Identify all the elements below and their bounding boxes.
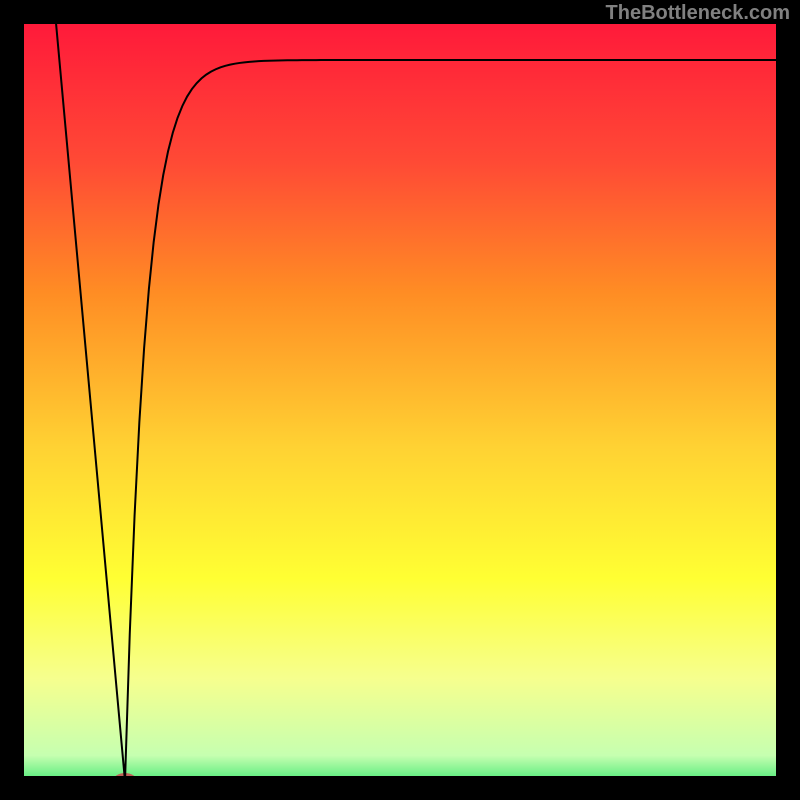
chart-svg <box>0 0 800 800</box>
bottleneck-chart: TheBottleneck.com <box>0 0 800 800</box>
watermark-text: TheBottleneck.com <box>606 2 790 25</box>
